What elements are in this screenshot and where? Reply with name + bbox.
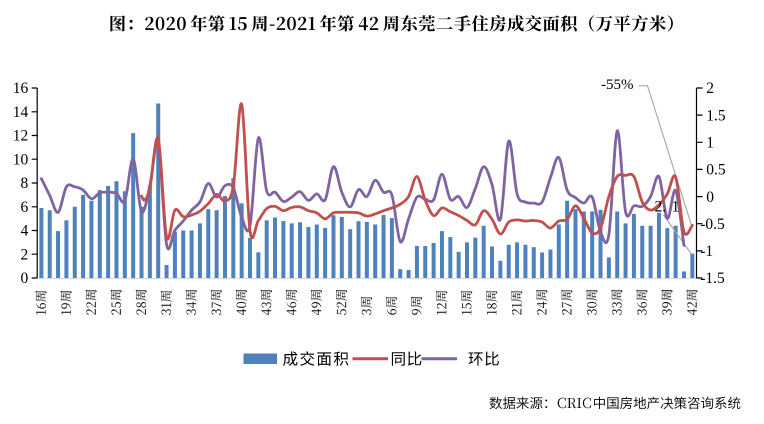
svg-text:1.5: 1.5 — [706, 107, 726, 124]
svg-text:10: 10 — [13, 151, 29, 168]
svg-text:0: 0 — [20, 270, 28, 287]
svg-text:0: 0 — [706, 189, 714, 206]
svg-text:1: 1 — [706, 135, 714, 152]
svg-text:12: 12 — [13, 128, 29, 145]
svg-text:8: 8 — [20, 175, 28, 192]
svg-text:-0.5: -0.5 — [700, 216, 725, 233]
svg-text:14: 14 — [13, 104, 29, 121]
svg-text:16: 16 — [13, 80, 29, 97]
svg-text:2: 2 — [706, 80, 714, 97]
svg-text:4: 4 — [20, 223, 28, 240]
svg-text:2: 2 — [20, 246, 28, 263]
svg-text:-1.5: -1.5 — [700, 270, 725, 287]
svg-text:0.5: 0.5 — [706, 162, 726, 179]
svg-text:-55%: -55% — [601, 77, 634, 93]
svg-text:6: 6 — [20, 199, 28, 216]
svg-text:-1: -1 — [700, 243, 713, 260]
